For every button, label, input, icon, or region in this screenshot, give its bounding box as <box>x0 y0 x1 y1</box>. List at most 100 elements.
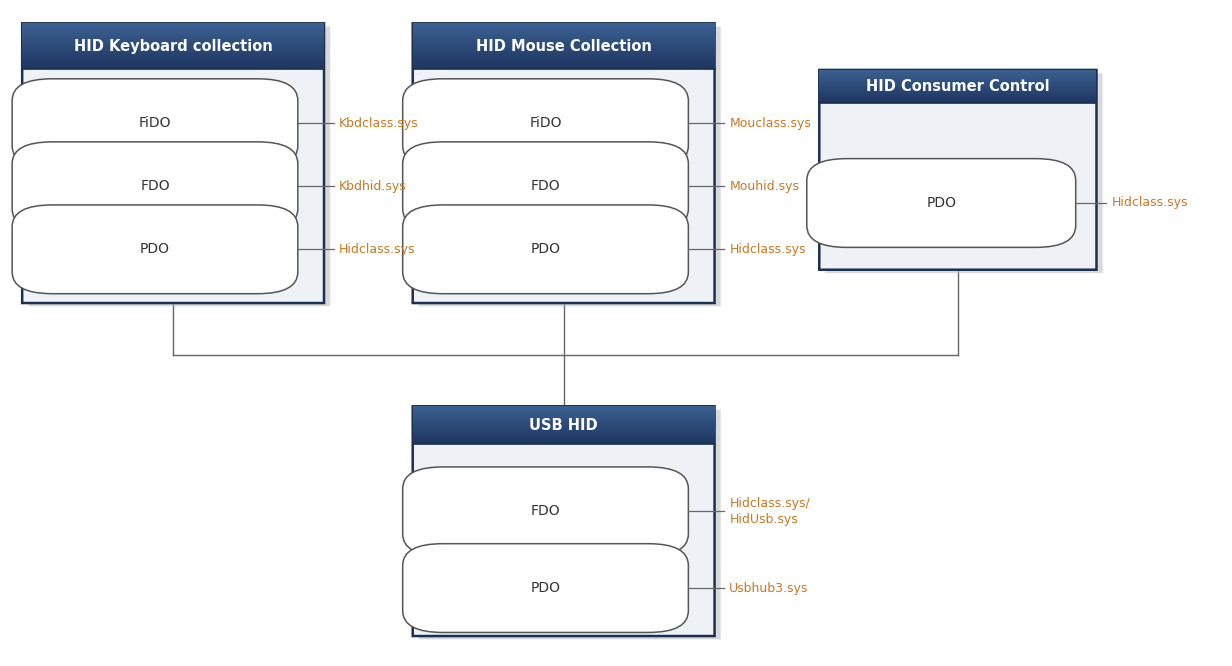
Bar <box>413 419 715 420</box>
Bar <box>413 53 715 55</box>
Bar <box>22 65 324 66</box>
Bar <box>819 87 1096 88</box>
Bar <box>413 45 715 47</box>
Bar <box>819 75 1096 76</box>
Bar <box>22 34 324 35</box>
Bar <box>413 440 715 442</box>
Bar <box>413 435 715 436</box>
Bar <box>22 61 324 63</box>
Bar <box>413 407 715 408</box>
Text: Mouclass.sys: Mouclass.sys <box>729 117 811 130</box>
Bar <box>413 36 715 37</box>
Bar <box>413 25 715 27</box>
Bar <box>413 58 715 59</box>
FancyBboxPatch shape <box>807 159 1076 247</box>
Bar <box>413 432 715 433</box>
Bar <box>413 56 715 57</box>
Text: Mouhid.sys: Mouhid.sys <box>729 180 800 192</box>
Bar <box>22 44 324 45</box>
Text: Kbdclass.sys: Kbdclass.sys <box>339 117 419 130</box>
Bar <box>819 74 1096 75</box>
FancyBboxPatch shape <box>825 73 1103 273</box>
Bar <box>22 42 324 43</box>
Bar <box>22 33 324 34</box>
Text: Hidclass.sys: Hidclass.sys <box>1111 196 1188 210</box>
Bar <box>413 438 715 440</box>
Text: Hidclass.sys: Hidclass.sys <box>339 243 415 256</box>
Bar <box>413 55 715 56</box>
Bar <box>22 51 324 52</box>
Bar <box>413 410 715 411</box>
Text: Kbdhid.sys: Kbdhid.sys <box>339 180 407 192</box>
Bar <box>22 27 324 28</box>
Bar <box>413 436 715 437</box>
Bar <box>413 409 715 410</box>
Bar <box>819 93 1096 94</box>
Bar <box>413 33 715 34</box>
Text: PDO: PDO <box>531 581 561 595</box>
Bar <box>819 92 1096 93</box>
Bar <box>413 427 715 428</box>
FancyBboxPatch shape <box>12 79 298 168</box>
Bar <box>413 426 715 427</box>
Bar <box>819 85 1096 86</box>
Bar <box>22 50 324 51</box>
Bar <box>819 100 1096 101</box>
FancyBboxPatch shape <box>819 70 1096 270</box>
Bar <box>22 66 324 67</box>
Bar <box>819 77 1096 78</box>
Bar <box>413 65 715 66</box>
Text: HID Keyboard collection: HID Keyboard collection <box>74 39 272 54</box>
Bar <box>22 60 324 61</box>
Bar <box>22 49 324 50</box>
Bar <box>22 37 324 39</box>
Bar <box>413 23 715 25</box>
FancyBboxPatch shape <box>12 142 298 230</box>
Bar <box>413 425 715 426</box>
Bar <box>819 99 1096 100</box>
Bar <box>819 84 1096 85</box>
Bar <box>22 35 324 36</box>
Bar <box>819 70 1096 71</box>
Bar <box>819 90 1096 91</box>
Bar <box>413 406 715 407</box>
Bar <box>413 51 715 52</box>
Bar <box>819 71 1096 73</box>
Bar <box>22 52 324 53</box>
Text: PDO: PDO <box>140 242 170 256</box>
Bar <box>819 80 1096 81</box>
FancyBboxPatch shape <box>403 205 689 294</box>
Bar <box>413 57 715 58</box>
Bar <box>22 56 324 57</box>
Bar <box>413 30 715 31</box>
FancyBboxPatch shape <box>22 23 324 303</box>
Text: FDO: FDO <box>531 179 561 193</box>
Bar <box>413 408 715 409</box>
Bar <box>819 88 1096 89</box>
Text: Hidclass.sys: Hidclass.sys <box>729 243 806 256</box>
Bar <box>22 67 324 69</box>
FancyBboxPatch shape <box>403 543 689 633</box>
Bar <box>413 414 715 415</box>
Text: Hidclass.sys/
HidUsb.sys: Hidclass.sys/ HidUsb.sys <box>729 497 811 526</box>
Bar <box>22 45 324 47</box>
Bar <box>413 27 715 28</box>
Bar <box>22 47 324 49</box>
Bar <box>413 60 715 61</box>
Bar <box>413 430 715 431</box>
Bar <box>22 53 324 55</box>
FancyBboxPatch shape <box>413 406 715 636</box>
Bar <box>413 67 715 69</box>
FancyBboxPatch shape <box>419 410 721 639</box>
Bar <box>819 94 1096 95</box>
Bar <box>413 34 715 35</box>
Bar <box>819 97 1096 98</box>
Bar <box>413 50 715 51</box>
Bar <box>22 31 324 33</box>
Text: FDO: FDO <box>531 504 561 518</box>
Bar <box>413 42 715 43</box>
Bar <box>413 442 715 444</box>
Bar <box>22 55 324 56</box>
FancyBboxPatch shape <box>403 142 689 230</box>
Bar <box>413 35 715 36</box>
